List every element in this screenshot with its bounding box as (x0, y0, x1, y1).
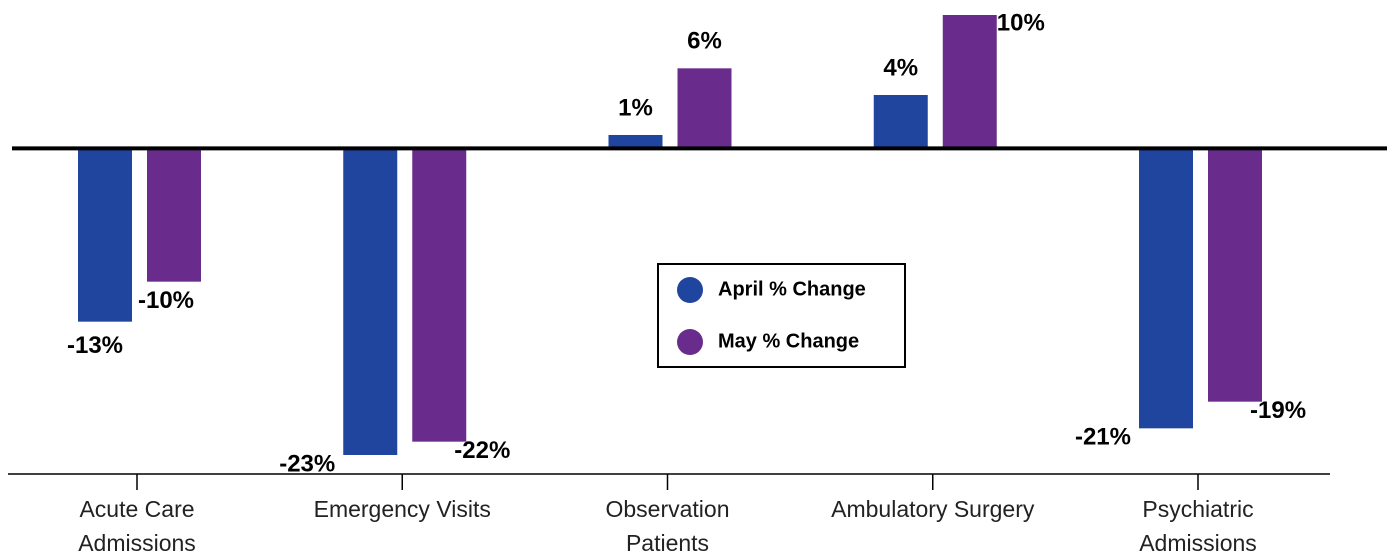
bar (942, 15, 997, 149)
x-tick-label: Emergency Visits (313, 496, 491, 522)
bar (1208, 148, 1262, 402)
bar (343, 148, 398, 456)
x-tick-label: Psychiatric Admissions (1139, 496, 1257, 556)
value-label: -23% (279, 450, 335, 477)
bar (677, 68, 732, 149)
value-label: 6% (687, 28, 722, 55)
bar (147, 148, 201, 282)
x-tick-label: Acute Care Admissions (78, 496, 196, 556)
bar (608, 135, 663, 149)
x-tick-label: Observation Patients (605, 496, 730, 556)
value-label: -10% (138, 287, 194, 314)
bar (78, 148, 132, 322)
legend-label: May % Change (718, 330, 859, 352)
value-label: 1% (618, 94, 653, 121)
x-tick-label: Ambulatory Surgery (831, 496, 1035, 522)
value-label: -22% (454, 437, 510, 464)
value-label: -21% (1075, 424, 1131, 451)
value-label: -13% (67, 332, 123, 359)
bar (873, 95, 928, 149)
value-label: 4% (883, 54, 918, 81)
bar (412, 148, 467, 442)
value-label: 10% (997, 9, 1045, 36)
legend-marker (677, 329, 703, 355)
legend-marker (677, 277, 703, 303)
legend-label: April % Change (718, 278, 866, 300)
bar (1139, 148, 1193, 429)
value-label: -19% (1250, 397, 1306, 424)
